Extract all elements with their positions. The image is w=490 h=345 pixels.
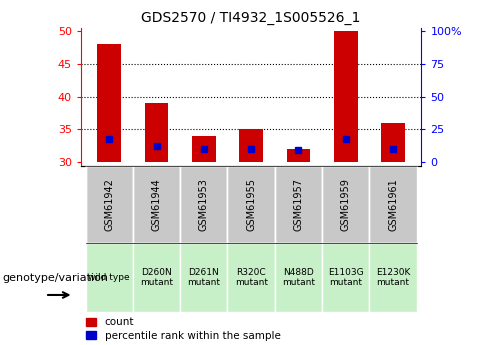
Bar: [287, 149, 310, 162]
Bar: [145, 103, 169, 162]
Bar: [275, 243, 322, 312]
Text: GSM61961: GSM61961: [388, 178, 398, 231]
Bar: [133, 243, 180, 312]
Text: wild type: wild type: [88, 273, 130, 282]
Bar: [369, 166, 416, 243]
Text: GSM61942: GSM61942: [104, 178, 114, 231]
Bar: [275, 166, 322, 243]
Text: D260N
mutant: D260N mutant: [140, 268, 173, 287]
Bar: [322, 166, 369, 243]
Title: GDS2570 / TI4932_1S005526_1: GDS2570 / TI4932_1S005526_1: [142, 11, 361, 25]
Text: genotype/variation: genotype/variation: [2, 273, 108, 283]
Bar: [98, 44, 121, 162]
Text: GSM61957: GSM61957: [294, 178, 303, 231]
Bar: [227, 243, 275, 312]
Bar: [334, 31, 358, 162]
Bar: [86, 166, 133, 243]
Text: GSM61953: GSM61953: [199, 178, 209, 231]
Text: D261N
mutant: D261N mutant: [187, 268, 220, 287]
Bar: [86, 243, 133, 312]
Bar: [381, 123, 405, 162]
Bar: [133, 166, 180, 243]
Legend: count, percentile rank within the sample: count, percentile rank within the sample: [86, 317, 281, 341]
Text: GSM61959: GSM61959: [341, 178, 351, 231]
Text: E1103G
mutant: E1103G mutant: [328, 268, 364, 287]
Bar: [192, 136, 216, 162]
Bar: [180, 166, 227, 243]
Bar: [369, 243, 416, 312]
Bar: [239, 129, 263, 162]
Text: R320C
mutant: R320C mutant: [235, 268, 268, 287]
Bar: [322, 243, 369, 312]
Bar: [180, 243, 227, 312]
Text: N488D
mutant: N488D mutant: [282, 268, 315, 287]
Text: E1230K
mutant: E1230K mutant: [376, 268, 410, 287]
Text: GSM61944: GSM61944: [151, 178, 162, 231]
Text: GSM61955: GSM61955: [246, 178, 256, 231]
Bar: [227, 166, 275, 243]
